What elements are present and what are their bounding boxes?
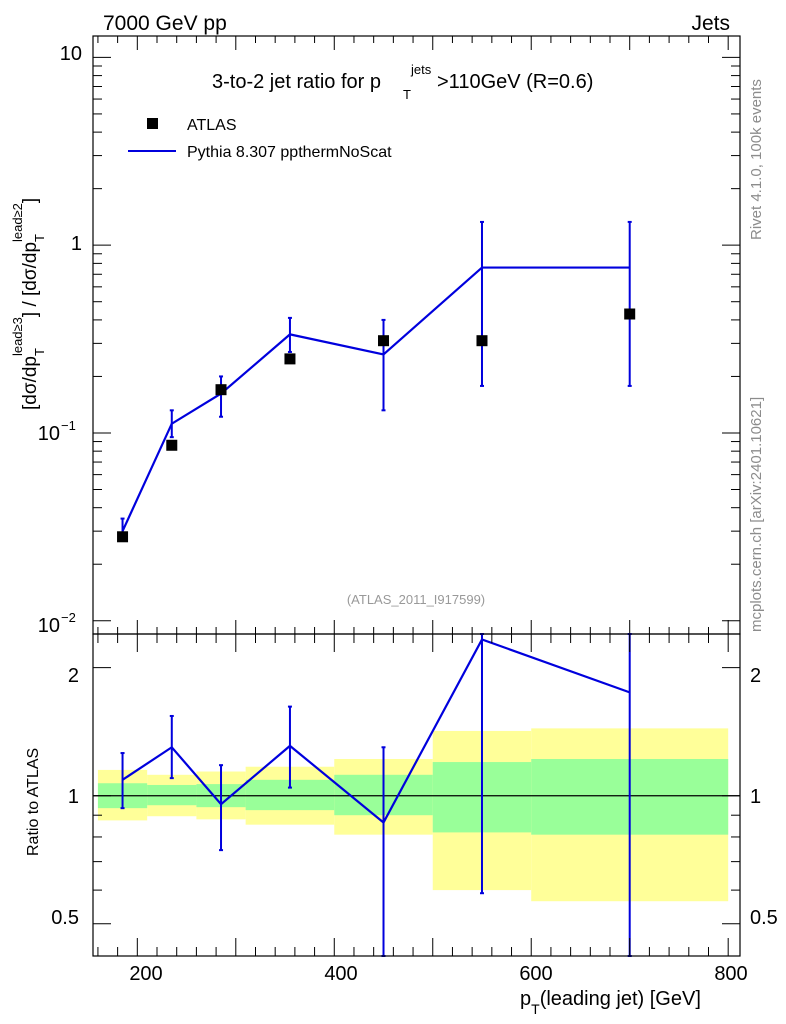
ratio-panel: 2 1 0.5 2 1 0.5 200 400 600 800 Ratio to… bbox=[25, 633, 778, 1017]
title-suffix: >110GeV (R=0.6) bbox=[437, 71, 593, 93]
ytick-label-1: 1 bbox=[71, 233, 82, 255]
main-panel: 10 1 10 −1 10 −2 3-to-2 jet ratio for p … bbox=[10, 35, 741, 637]
ratio-frame bbox=[92, 633, 741, 957]
ylabel-part-b: ] / [dσ/dp bbox=[20, 242, 41, 317]
xlabel-p: p bbox=[520, 988, 531, 1010]
analysis-watermark: (ATLAS_2011_I917599) bbox=[347, 592, 485, 607]
header-left: 7000 GeV pp bbox=[103, 12, 227, 35]
main-data-point bbox=[284, 353, 296, 365]
svg-text:[dσ/dpTlead≥3] / [dσ/dpTlead≥2: [dσ/dpTlead≥3] / [dσ/dpTlead≥2] bbox=[10, 198, 47, 410]
ylabel-part-a: [dσ/dp bbox=[20, 356, 41, 410]
ratio-ytick-left-1: 1 bbox=[68, 786, 79, 808]
ratio-band-green bbox=[147, 784, 197, 806]
title-prefix: 3-to-2 jet ratio for p bbox=[212, 71, 381, 93]
ytick-label-0.01-base: 10 bbox=[38, 615, 60, 637]
ratio-ytick-right-1: 1 bbox=[750, 786, 761, 808]
xtick-label-200: 200 bbox=[129, 963, 162, 985]
main-data-point bbox=[166, 439, 178, 451]
xtick-label-800: 800 bbox=[714, 963, 747, 985]
ratio-axis-ticks bbox=[93, 634, 740, 956]
ylabel-sup-2: lead≥2 bbox=[10, 203, 25, 242]
ylabel-sup-1: lead≥3 bbox=[10, 317, 25, 356]
ylabel-part-c: ] bbox=[20, 198, 41, 203]
ratio-mc-polyline bbox=[121, 638, 631, 825]
main-mc-line bbox=[121, 266, 630, 532]
main-data-point bbox=[624, 308, 636, 320]
ytick-label-10: 10 bbox=[60, 43, 82, 65]
ratio-bands bbox=[97, 728, 729, 902]
xlabel-rest: (leading jet) [GeV] bbox=[540, 988, 701, 1010]
ylabel-sub-1: T bbox=[32, 348, 47, 356]
legend: ATLAS Pythia 8.307 ppthermNoScat bbox=[128, 117, 392, 161]
chart-title: 3-to-2 jet ratio for p jets T >110GeV (R… bbox=[212, 62, 593, 102]
main-data-point bbox=[215, 384, 227, 396]
ytick-label-0.1-base: 10 bbox=[38, 423, 60, 445]
ratio-ytick-right-2: 2 bbox=[750, 665, 761, 687]
main-data-markers bbox=[117, 308, 636, 543]
ytick-label-0.01-exp: −2 bbox=[61, 610, 76, 625]
ratio-ytick-left-0.5: 0.5 bbox=[51, 907, 79, 929]
ratio-ytick-left-2: 2 bbox=[68, 665, 79, 687]
svg-text:pT(leading jet) [GeV]: pT(leading jet) [GeV] bbox=[520, 988, 701, 1017]
xtick-label-400: 400 bbox=[324, 963, 357, 985]
title-sup: jets bbox=[410, 62, 432, 77]
main-data-point bbox=[117, 531, 129, 543]
ytick-label-0.1-exp: −1 bbox=[61, 418, 76, 433]
main-data-point bbox=[378, 335, 390, 347]
rivet-label: Rivet 4.1.0, 100k events bbox=[748, 79, 765, 240]
ratio-ylabel: Ratio to ATLAS bbox=[25, 748, 42, 856]
xtick-label-600: 600 bbox=[519, 963, 552, 985]
ratio-mc-line bbox=[121, 638, 631, 825]
legend-label-atlas: ATLAS bbox=[187, 117, 237, 134]
legend-label-pythia: Pythia 8.307 ppthermNoScat bbox=[187, 144, 392, 161]
main-data-point bbox=[476, 335, 488, 347]
legend-marker-atlas bbox=[147, 118, 158, 129]
main-error-bars bbox=[120, 220, 632, 541]
ratio-ytick-right-0.5: 0.5 bbox=[750, 907, 778, 929]
main-axis-ticks bbox=[93, 36, 740, 634]
xlabel: pT(leading jet) [GeV] bbox=[520, 988, 701, 1017]
ylabel-sub-2: T bbox=[32, 234, 47, 242]
source-label: mcplots.cern.ch [arXiv:2401.10621] bbox=[748, 397, 765, 632]
main-ylabel: [dσ/dpTlead≥3] / [dσ/dpTlead≥2] bbox=[10, 198, 47, 410]
header-right: Jets bbox=[691, 12, 730, 35]
xlabel-sub: T bbox=[531, 1001, 540, 1017]
title-sub: T bbox=[403, 87, 411, 102]
main-mc-polyline bbox=[121, 266, 630, 532]
